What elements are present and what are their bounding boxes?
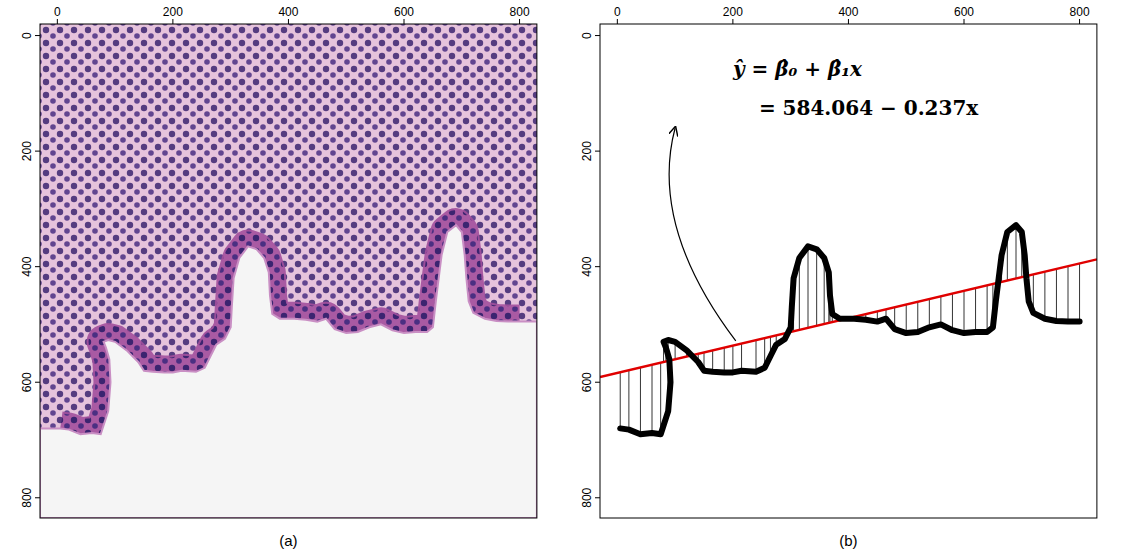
- residual: [620, 372, 621, 428]
- x-tick: [57, 19, 58, 24]
- x-tick: [617, 19, 618, 24]
- residual: [732, 346, 733, 373]
- panel-0: 0 200 400 600 800 0 200 400 600 800 (a): [20, 5, 537, 549]
- residual: [640, 368, 641, 435]
- y-tick-label: 800: [20, 487, 34, 507]
- y-tick: [595, 497, 600, 498]
- y-tick: [595, 266, 600, 267]
- residual: [1068, 266, 1069, 321]
- residual: [816, 249, 817, 325]
- residual: [1044, 272, 1045, 319]
- x-tick: [732, 19, 733, 24]
- y-tick: [35, 35, 40, 36]
- frame: [600, 24, 1097, 518]
- tissue-stroma: [40, 24, 537, 518]
- annotation-arrow: [669, 128, 736, 341]
- residual: [975, 288, 976, 332]
- residual: [940, 296, 941, 324]
- residual: [724, 348, 725, 373]
- residual: [756, 340, 757, 372]
- x-tick-label: 800: [1070, 5, 1090, 19]
- x-tick: [964, 19, 965, 24]
- x-tick-label: 600: [394, 5, 414, 19]
- y-tick-label: 0: [20, 32, 34, 39]
- residual: [1056, 269, 1057, 321]
- y-tick: [35, 151, 40, 152]
- x-tick-label: 200: [163, 5, 183, 19]
- x-tick-label: 800: [510, 5, 530, 19]
- residual: [917, 302, 918, 332]
- x-tick: [1079, 19, 1080, 24]
- x-tick: [848, 19, 849, 24]
- equation: ŷ = β̂₀ + β̂₁x: [732, 57, 863, 81]
- figure: 0 200 400 600 800 0 200 400 600 800 (a) ŷ = β̂₀ + β…: [0, 0, 1127, 560]
- panel-1: ŷ = β̂₀ + β̂₁x = 584.064 − 0.237x 0 200 400 6…: [580, 5, 1097, 549]
- residual: [712, 350, 713, 371]
- residual: [808, 246, 809, 327]
- plot-area: [600, 225, 1097, 434]
- lumen: [40, 225, 537, 518]
- residual: [987, 285, 988, 332]
- residual: [628, 370, 629, 429]
- y-tick-label: 800: [580, 487, 594, 507]
- x-tick-label: 400: [838, 5, 858, 19]
- y-tick-label: 400: [20, 256, 34, 276]
- y-tick: [595, 151, 600, 152]
- plot-area: [40, 24, 537, 518]
- y-tick-label: 600: [580, 372, 594, 392]
- panel-caption: (a): [279, 532, 297, 549]
- x-tick: [519, 19, 520, 24]
- residual: [952, 294, 953, 331]
- residual: [1016, 225, 1017, 278]
- y-tick: [35, 497, 40, 498]
- equation: = 584.064 − 0.237x: [759, 96, 979, 120]
- y-tick: [595, 382, 600, 383]
- residual: [652, 365, 653, 433]
- tissue-nuclei: [40, 24, 537, 518]
- y-tick-label: 200: [20, 141, 34, 161]
- boundary-curve: [620, 225, 1079, 434]
- x-tick-label: 600: [954, 5, 974, 19]
- y-tick: [35, 382, 40, 383]
- x-tick-label: 400: [278, 5, 298, 19]
- x-tick: [404, 19, 405, 24]
- frame: [40, 24, 537, 518]
- residual: [964, 291, 965, 333]
- residual: [929, 299, 930, 327]
- y-tick-label: 600: [20, 372, 34, 392]
- residual: [741, 344, 742, 371]
- x-tick: [172, 19, 173, 24]
- residual: [1079, 263, 1080, 321]
- y-tick-label: 200: [580, 141, 594, 161]
- residual: [660, 363, 661, 434]
- panel-caption: (b): [839, 532, 857, 549]
- y-tick: [595, 35, 600, 36]
- y-tick: [35, 266, 40, 267]
- x-tick: [288, 19, 289, 24]
- y-tick-label: 400: [580, 256, 594, 276]
- residual: [906, 305, 907, 334]
- x-tick-label: 0: [54, 5, 61, 19]
- x-tick-label: 0: [614, 5, 621, 19]
- y-tick-label: 0: [580, 32, 594, 39]
- x-tick-label: 200: [723, 5, 743, 19]
